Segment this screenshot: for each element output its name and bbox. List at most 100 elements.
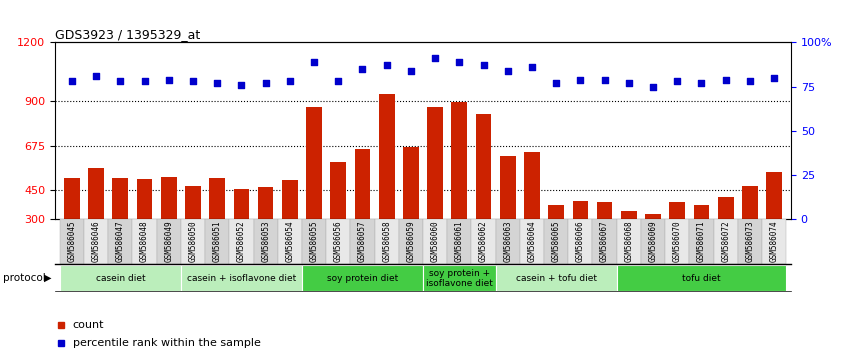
Text: GSM586050: GSM586050 xyxy=(189,221,197,262)
Bar xyxy=(621,211,637,219)
Bar xyxy=(403,147,419,219)
Point xyxy=(525,64,539,70)
Text: GSM586048: GSM586048 xyxy=(140,221,149,262)
Point xyxy=(477,63,491,68)
Point xyxy=(307,59,321,65)
Text: GSM586045: GSM586045 xyxy=(68,221,76,262)
Point xyxy=(259,80,272,86)
Text: GSM586057: GSM586057 xyxy=(358,221,367,262)
Bar xyxy=(448,219,471,264)
Bar xyxy=(88,169,104,219)
Bar xyxy=(331,162,346,219)
Point xyxy=(355,66,369,72)
Bar xyxy=(350,219,375,264)
Text: GSM586071: GSM586071 xyxy=(697,221,706,262)
Bar xyxy=(694,205,709,219)
Point xyxy=(211,80,224,86)
Bar xyxy=(713,219,738,264)
Bar xyxy=(108,219,133,264)
Point xyxy=(574,77,587,82)
Bar xyxy=(475,114,492,219)
Bar xyxy=(665,219,689,264)
Bar xyxy=(302,265,423,291)
Bar xyxy=(524,152,540,219)
Text: GSM586061: GSM586061 xyxy=(455,221,464,262)
Bar xyxy=(500,155,515,219)
Point xyxy=(428,56,442,61)
Bar xyxy=(669,202,685,219)
Text: GSM586059: GSM586059 xyxy=(406,221,415,262)
Point xyxy=(646,84,660,90)
Point xyxy=(380,63,393,68)
Text: ▶: ▶ xyxy=(44,273,52,283)
Bar xyxy=(254,219,277,264)
Point xyxy=(695,80,708,86)
Point xyxy=(332,79,345,84)
Point xyxy=(767,75,781,81)
Bar xyxy=(645,213,661,219)
Bar xyxy=(258,187,273,219)
Bar xyxy=(282,180,298,219)
Point xyxy=(719,77,733,82)
Bar xyxy=(379,93,394,219)
Bar xyxy=(423,265,496,291)
Bar xyxy=(596,202,613,219)
Point xyxy=(598,77,612,82)
Text: soy protein diet: soy protein diet xyxy=(327,274,398,283)
Bar xyxy=(573,201,588,219)
Text: percentile rank within the sample: percentile rank within the sample xyxy=(73,338,261,348)
Text: casein diet: casein diet xyxy=(96,274,146,283)
Bar xyxy=(277,219,302,264)
Text: GSM586065: GSM586065 xyxy=(552,221,561,262)
Text: GSM586047: GSM586047 xyxy=(116,221,125,262)
Bar xyxy=(306,107,322,219)
Point xyxy=(186,79,200,84)
Point xyxy=(65,79,79,84)
Bar xyxy=(375,219,398,264)
Bar xyxy=(302,219,327,264)
Text: GSM586052: GSM586052 xyxy=(237,221,246,262)
Bar xyxy=(689,219,713,264)
Bar xyxy=(569,219,592,264)
Point xyxy=(90,73,103,79)
Bar xyxy=(496,219,519,264)
Text: GSM586062: GSM586062 xyxy=(479,221,488,262)
Text: GDS3923 / 1395329_at: GDS3923 / 1395329_at xyxy=(55,28,201,41)
Point xyxy=(670,79,684,84)
Point xyxy=(622,80,635,86)
Bar xyxy=(233,189,250,219)
Text: GSM586046: GSM586046 xyxy=(91,221,101,262)
Bar xyxy=(742,186,758,219)
Bar xyxy=(548,205,564,219)
Bar xyxy=(161,177,177,219)
Text: GSM586069: GSM586069 xyxy=(649,221,657,262)
Text: GSM586066: GSM586066 xyxy=(576,221,585,262)
Text: GSM586055: GSM586055 xyxy=(310,221,319,262)
Bar xyxy=(766,172,782,219)
Bar xyxy=(617,219,641,264)
Text: GSM586068: GSM586068 xyxy=(624,221,634,262)
Text: GSM586067: GSM586067 xyxy=(600,221,609,262)
Text: protocol: protocol xyxy=(3,273,46,283)
Bar xyxy=(617,265,786,291)
Bar xyxy=(452,102,467,219)
Point xyxy=(453,59,466,65)
Bar xyxy=(181,219,205,264)
Bar xyxy=(181,265,302,291)
Point xyxy=(743,79,756,84)
Text: GSM586063: GSM586063 xyxy=(503,221,512,262)
Bar xyxy=(229,219,254,264)
Bar xyxy=(738,219,762,264)
Point xyxy=(501,68,514,74)
Bar xyxy=(84,219,108,264)
Bar xyxy=(398,219,423,264)
Bar xyxy=(423,219,448,264)
Text: casein + isoflavone diet: casein + isoflavone diet xyxy=(187,274,296,283)
Bar xyxy=(427,107,443,219)
Bar xyxy=(209,178,225,219)
Text: GSM586049: GSM586049 xyxy=(164,221,173,262)
Bar xyxy=(354,149,371,219)
Bar xyxy=(137,179,152,219)
Point xyxy=(162,77,176,82)
Text: GSM586073: GSM586073 xyxy=(745,221,755,262)
